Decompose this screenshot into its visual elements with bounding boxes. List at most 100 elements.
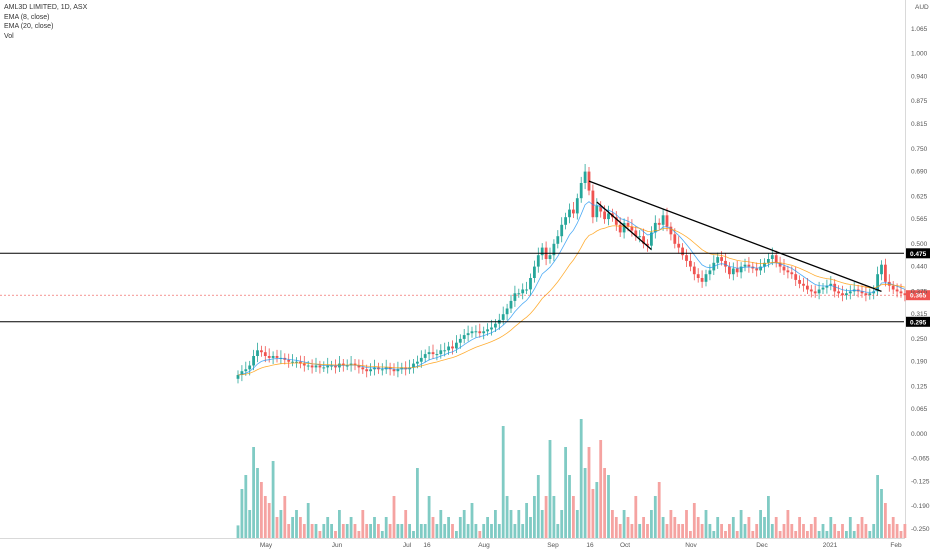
candle-body [322,367,326,369]
y-tick-label: 0.125 [911,383,928,390]
candle-body [661,215,665,225]
volume-bar [646,524,649,538]
volume-bar [622,510,626,538]
volume-bar [665,524,669,538]
candle-body [579,183,583,199]
candle-body [435,354,439,356]
volume-bar [809,524,813,538]
volume-bar [747,517,751,538]
volume-bar [884,503,887,538]
volume-bar [634,496,638,538]
trendline[interactable] [588,180,882,293]
candle-body [263,352,267,356]
candle-body [841,293,844,296]
volume-bar [591,489,595,538]
candle-body [770,255,774,259]
candle-body [431,352,435,355]
candle-body [583,171,587,183]
volume-bar [548,440,552,538]
volume-bar [891,517,895,538]
volume-bar [583,468,587,538]
volume-bar [833,524,837,538]
candle-body [373,367,376,370]
y-tick-label: 0.875 [911,98,928,105]
volume-bar [256,468,259,538]
volume-bar [377,524,380,538]
candle-body [825,285,829,288]
candle-body [813,291,817,294]
candle-body [447,346,450,351]
candle-body [248,365,252,370]
volume-bar [423,524,427,538]
trendline[interactable] [596,201,652,250]
volume-bar [275,517,279,538]
candle-body [657,222,661,225]
candle-body [509,300,513,309]
x-tick-label: Nov [685,542,697,549]
horizontal-levels: 0.475 0.295 0.365 [0,248,930,327]
candle-body [716,257,720,263]
volume-bar [314,524,318,538]
volume-bar [728,524,731,538]
x-tick-label: 16 [423,542,431,549]
volume-bar [712,531,716,538]
volume-bar [716,517,720,538]
volume-bar [630,524,634,538]
candle-body [618,224,622,233]
candle-body [334,365,337,368]
candle-body [903,293,907,296]
volume-bar [614,517,618,538]
candle-body [513,293,517,301]
y-tick-label: 0.190 [911,359,928,366]
candle-body [845,293,848,296]
candle-body [790,272,794,275]
candle-body [474,331,478,333]
candle-body [505,308,509,315]
ema-20-line [237,225,905,376]
candle-body [318,365,322,368]
volume-bar [739,510,743,538]
volume-bar [400,524,404,538]
candle-body [755,268,759,271]
candle-body [252,356,255,366]
volume-bar [455,531,458,538]
volume-bar [837,531,840,538]
candle-body [630,226,634,231]
volume-bar [845,531,848,538]
volume-bar [443,524,447,538]
candle-body [806,285,809,290]
candle-body [412,363,415,368]
candle-body [880,264,883,275]
candle-body [646,243,649,246]
candle-body [536,255,540,267]
candle-body [564,217,567,225]
candle-body [260,350,263,353]
volume-bar [848,517,852,538]
candle-body [404,367,408,370]
volume-bar [552,496,556,538]
volume-bar [412,531,415,538]
ema-8-line [237,201,906,376]
candle-body [696,274,700,278]
candle-body [724,260,727,267]
y-tick-label: 0.065 [911,406,928,413]
candle-body [778,262,782,267]
volume-bar [447,517,450,538]
candle-body [275,356,279,358]
chart-title: AML3D LIMITED, 1D, ASX [4,4,88,11]
x-tick-label: Aug [478,542,490,549]
candle-body [271,356,275,358]
candle-body [743,264,747,267]
y-tick-label: 0.750 [911,146,928,153]
candle-body [700,278,704,282]
volume-bar [326,517,330,538]
candle-body [572,209,575,214]
y-tick-label: 0.940 [911,74,928,81]
volume-bar [365,524,369,538]
volume-bar [673,517,677,538]
volume-bar [404,510,408,538]
chart-legend: AML3D LIMITED, 1D, ASX EMA (8, close) EM… [4,3,87,41]
candle-body [735,268,739,273]
y-tick-label: -0.125 [911,479,930,486]
